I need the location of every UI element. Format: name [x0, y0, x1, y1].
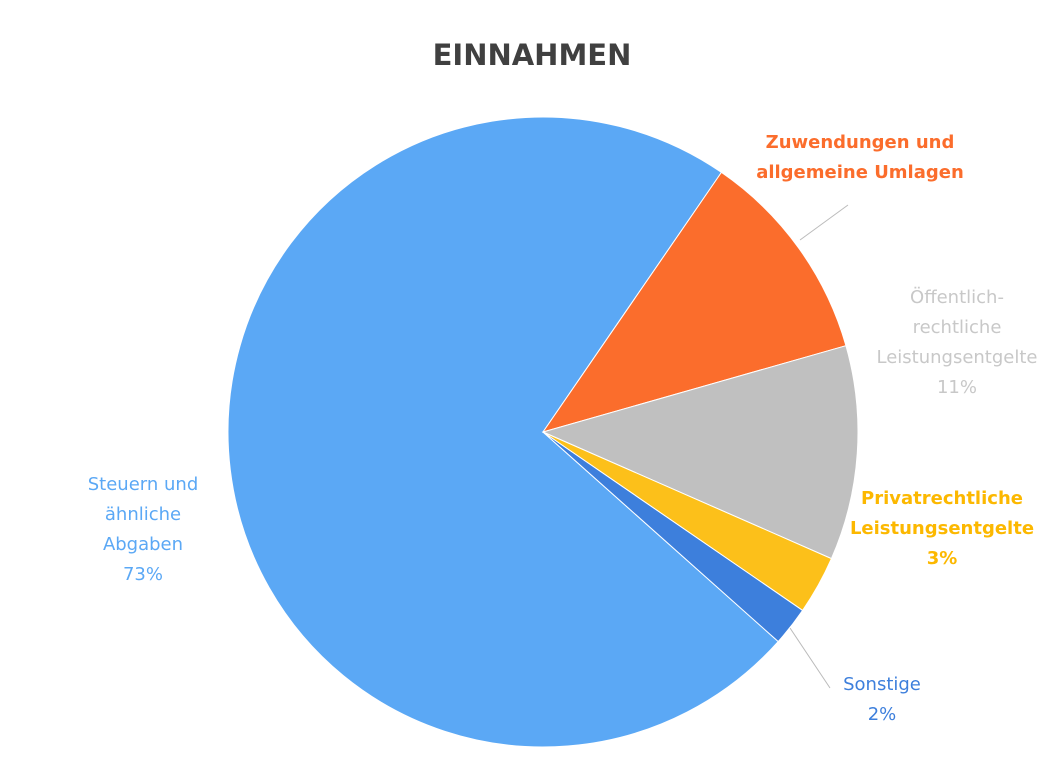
- category-label: Zuwendungen und allgemeine Umlagen: [756, 132, 964, 183]
- slice-label: Zuwendungen und allgemeine Umlagen: [740, 128, 980, 188]
- category-label: Öffentlich-rechtliche Leistungsentgelte: [876, 287, 1038, 368]
- pie-slice: [542, 431, 804, 643]
- pie-slice: [541, 345, 859, 560]
- category-label: Steuern und ähnliche Abgaben: [87, 474, 199, 555]
- value-label: 2%: [867, 704, 897, 725]
- category-label: Sonstige: [843, 674, 921, 695]
- slice-label: Steuern und ähnliche Abgaben 73%: [83, 470, 203, 590]
- value-label: 73%: [122, 564, 163, 585]
- slice-label: Öffentlich-rechtliche Leistungsentgelte 1…: [870, 283, 1045, 403]
- chart-title: EINNAHMEN: [432, 38, 632, 72]
- leader-line: [799, 204, 849, 241]
- value-label: 3%: [926, 548, 958, 569]
- category-label: Privatrechtliche Leistungsentgelte: [849, 488, 1035, 539]
- leader-line: [789, 627, 831, 689]
- value-label: 11%: [936, 377, 977, 398]
- slice-label: Sonstige 2%: [827, 670, 937, 730]
- pie-slice: [227, 116, 779, 748]
- slice-label: Privatrechtliche Leistungsentgelte 3%: [842, 484, 1042, 574]
